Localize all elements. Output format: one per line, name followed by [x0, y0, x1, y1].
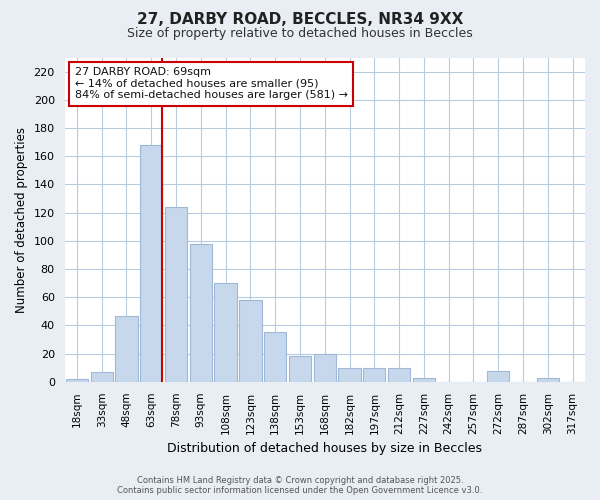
- Bar: [487, 370, 509, 382]
- Bar: [289, 356, 311, 382]
- Bar: [165, 207, 187, 382]
- Text: Contains HM Land Registry data © Crown copyright and database right 2025.
Contai: Contains HM Land Registry data © Crown c…: [118, 476, 482, 495]
- Bar: [338, 368, 361, 382]
- Text: 27, DARBY ROAD, BECCLES, NR34 9XX: 27, DARBY ROAD, BECCLES, NR34 9XX: [137, 12, 463, 28]
- Bar: [190, 244, 212, 382]
- Bar: [536, 378, 559, 382]
- Bar: [363, 368, 385, 382]
- Text: Size of property relative to detached houses in Beccles: Size of property relative to detached ho…: [127, 28, 473, 40]
- X-axis label: Distribution of detached houses by size in Beccles: Distribution of detached houses by size …: [167, 442, 482, 455]
- Bar: [413, 378, 435, 382]
- Bar: [140, 145, 163, 382]
- Bar: [91, 372, 113, 382]
- Bar: [66, 379, 88, 382]
- Y-axis label: Number of detached properties: Number of detached properties: [15, 126, 28, 312]
- Bar: [239, 300, 262, 382]
- Bar: [214, 283, 237, 382]
- Bar: [388, 368, 410, 382]
- Text: 27 DARBY ROAD: 69sqm
← 14% of detached houses are smaller (95)
84% of semi-detac: 27 DARBY ROAD: 69sqm ← 14% of detached h…: [75, 67, 348, 100]
- Bar: [115, 316, 137, 382]
- Bar: [314, 354, 336, 382]
- Bar: [264, 332, 286, 382]
